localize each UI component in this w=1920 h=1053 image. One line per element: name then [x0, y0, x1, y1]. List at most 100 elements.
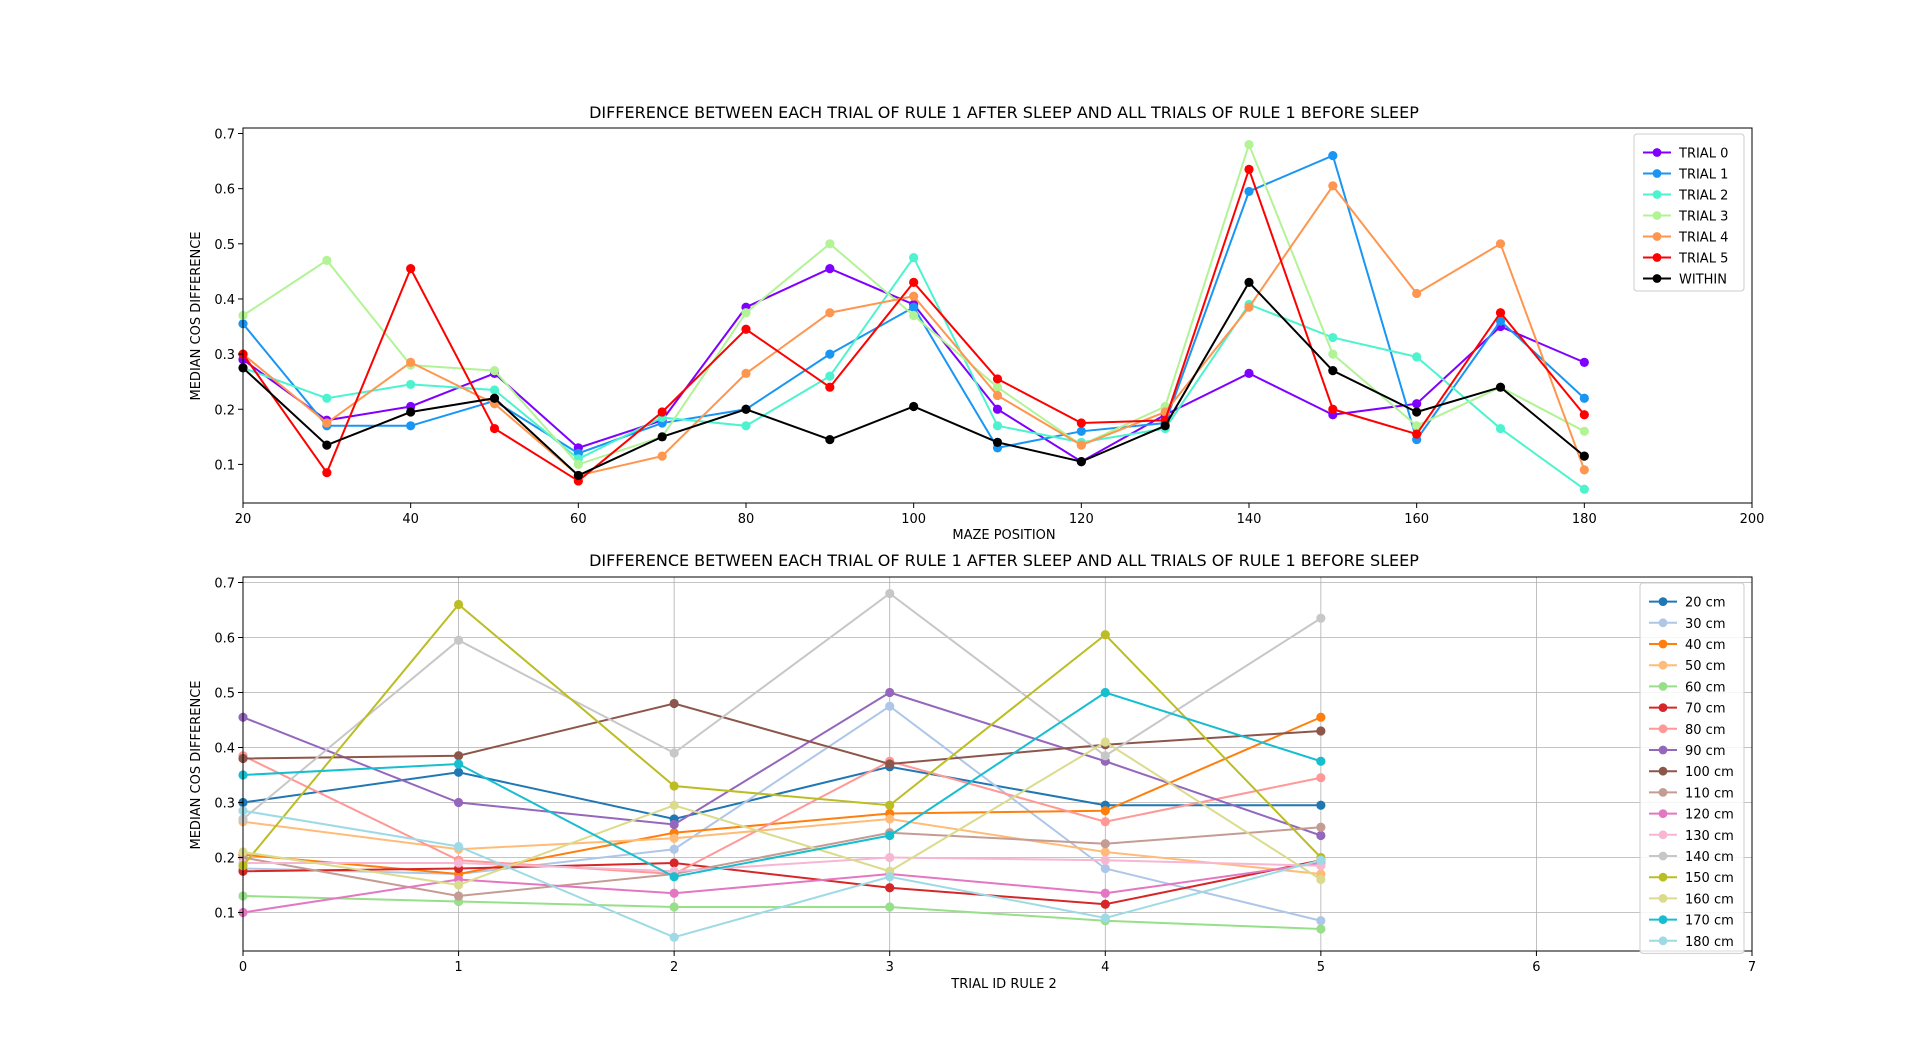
- legend-box: [1639, 582, 1745, 954]
- legend-marker: [1658, 894, 1668, 903]
- data-point: [1316, 712, 1326, 722]
- data-point: [1412, 399, 1422, 409]
- legend-marker: [1658, 639, 1668, 649]
- legend-label: TRIAL 2: [1678, 189, 1728, 204]
- legend-entry: 80 cm: [1649, 723, 1726, 738]
- legend: 20 cm 30 cm 40 cm 50 cm 60 cm 70 cm 80 cm 90 cm…: [1639, 582, 1745, 954]
- y-tick-label: 0.4: [214, 742, 235, 757]
- data-point: [1316, 855, 1326, 865]
- data-point: [669, 844, 679, 854]
- data-point: [992, 374, 1003, 384]
- data-point: [909, 401, 919, 412]
- chart-title: DIFFERENCE BETWEEN EACH TRIAL OF RULE 1 …: [589, 103, 1419, 122]
- data-point: [909, 291, 919, 301]
- series-trial-1: [238, 150, 1589, 458]
- legend-label: TRIAL 0: [1678, 147, 1728, 162]
- y-tick-label: 0.6: [214, 632, 235, 647]
- y-tick-label: 0.1: [214, 907, 235, 922]
- legend-entry: WITHIN: [1643, 273, 1727, 288]
- series-120-cm: [238, 858, 1326, 918]
- plot-frame: [242, 127, 1753, 504]
- legend-label: 160 cm: [1685, 892, 1734, 907]
- legend-marker: [1658, 682, 1668, 691]
- data-point: [1100, 899, 1110, 909]
- series-line: [243, 856, 1321, 873]
- data-point: [1100, 863, 1110, 874]
- data-point: [885, 883, 895, 893]
- data-point: [1412, 352, 1422, 362]
- data-point: [669, 872, 679, 882]
- data-point: [453, 841, 464, 852]
- legend-marker: [1658, 597, 1668, 606]
- legend-marker: [1652, 169, 1662, 178]
- data-point: [669, 819, 679, 830]
- series-line: [242, 817, 1321, 875]
- data-point: [1100, 737, 1110, 747]
- series-100-cm: [238, 698, 1326, 769]
- series-line: [242, 765, 1321, 821]
- legend-entry: 180 cm: [1649, 935, 1734, 950]
- data-point: [909, 310, 919, 321]
- legend-entry: 50 cm: [1649, 659, 1726, 674]
- y-tick-label: 0.3: [214, 348, 235, 363]
- y-tick-label: 0.1: [214, 458, 235, 473]
- data-point: [406, 357, 416, 367]
- x-tick-label: 1: [454, 960, 462, 975]
- data-point: [1316, 800, 1326, 810]
- data-point: [489, 423, 500, 434]
- data-point: [489, 366, 500, 376]
- x-tick-label: 60: [570, 512, 587, 527]
- data-point: [825, 308, 835, 318]
- data-point: [1100, 913, 1110, 923]
- legend-marker: [1652, 190, 1662, 199]
- data-point: [741, 404, 751, 414]
- x-tick-label: 7: [1748, 960, 1756, 975]
- legend-entry: TRIAL 0: [1643, 147, 1728, 162]
- data-point: [573, 459, 583, 469]
- legend-entry: 130 cm: [1649, 829, 1734, 844]
- data-point: [322, 468, 332, 478]
- series-trial-2: [238, 252, 1589, 494]
- x-axis-label: TRIAL ID RULE 2: [950, 977, 1056, 992]
- legend-marker: [1658, 618, 1668, 628]
- data-point: [1100, 817, 1110, 827]
- legend-label: 170 cm: [1685, 914, 1734, 929]
- data-point: [453, 767, 464, 777]
- data-point: [741, 368, 751, 379]
- data-point: [669, 800, 679, 810]
- data-point: [1160, 421, 1170, 431]
- series-20-cm: [238, 762, 1326, 824]
- x-tick-label: 160: [1404, 512, 1429, 527]
- data-point: [1412, 421, 1422, 431]
- legend-marker: [1658, 724, 1668, 734]
- data-point: [489, 385, 500, 395]
- data-point: [1495, 239, 1506, 249]
- series-line: [242, 826, 1321, 898]
- data-point: [1100, 855, 1110, 865]
- data-point: [1100, 630, 1110, 640]
- x-tick-label: 0: [239, 960, 247, 975]
- data-point: [669, 858, 679, 868]
- data-point: [1328, 150, 1338, 161]
- y-axis-label: MEDIAN COS DIFFERENCE: [189, 681, 204, 850]
- data-point: [825, 349, 835, 359]
- legend-marker: [1658, 872, 1668, 882]
- series-line: [242, 754, 1322, 876]
- plot-frame: [242, 576, 1753, 952]
- legend-entry: 70 cm: [1649, 702, 1726, 717]
- series-170-cm: [238, 687, 1326, 882]
- legend-label: TRIAL 5: [1678, 252, 1728, 267]
- data-point: [1495, 423, 1506, 434]
- legend-marker: [1658, 788, 1668, 797]
- series-trial-5: [238, 164, 1589, 486]
- data-point: [1579, 484, 1589, 494]
- data-point: [1316, 756, 1326, 766]
- legend-marker: [1658, 660, 1668, 670]
- y-tick-label: 0.5: [214, 238, 235, 253]
- data-point: [1244, 302, 1254, 312]
- data-point: [489, 393, 500, 403]
- data-point: [885, 800, 895, 810]
- series-line: [242, 716, 1322, 876]
- data-point: [657, 432, 667, 442]
